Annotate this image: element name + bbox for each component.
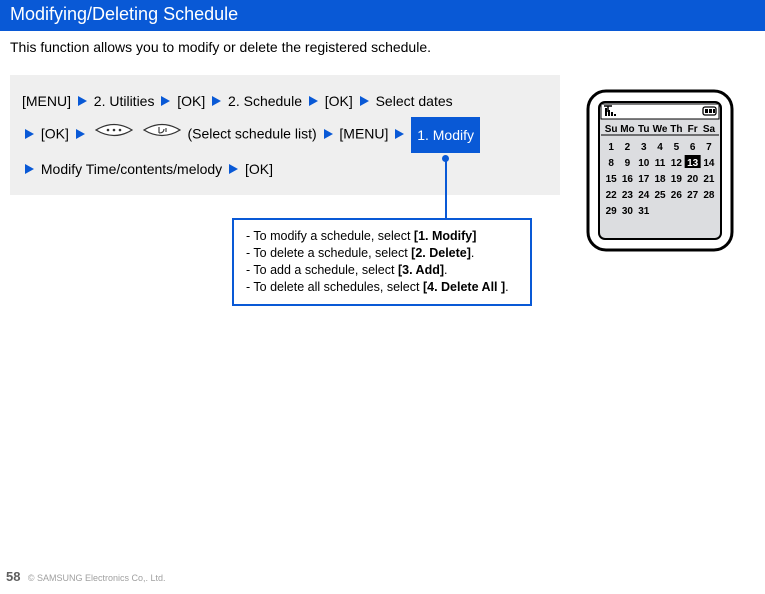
steps-box: [MENU] 2. Utilities [OK] 2. Schedule [OK… bbox=[10, 75, 560, 195]
step-utilities: 2. Utilities bbox=[94, 93, 155, 109]
page-footer: 58 © SAMSUNG Electronics Co,. Ltd. bbox=[6, 569, 165, 584]
svg-text:26: 26 bbox=[671, 190, 683, 201]
intro-text: This function allows you to modify or de… bbox=[0, 31, 765, 75]
arrow-icon bbox=[309, 96, 318, 106]
arrow-icon bbox=[324, 129, 333, 139]
svg-text:22: 22 bbox=[606, 190, 618, 201]
step-menu: [MENU] bbox=[22, 93, 71, 109]
svg-text:18: 18 bbox=[654, 174, 666, 185]
tip-text: - To modify a schedule, select bbox=[246, 229, 414, 243]
step-ok: [OK] bbox=[41, 126, 69, 142]
tip-text: - To delete all schedules, select bbox=[246, 280, 423, 294]
tip-line-4: - To delete all schedules, select [4. De… bbox=[246, 279, 518, 296]
svg-text:9: 9 bbox=[625, 158, 631, 169]
connector-line bbox=[445, 159, 447, 218]
tip-line-3: - To add a schedule, select [3. Add]. bbox=[246, 262, 518, 279]
svg-text:Su: Su bbox=[605, 124, 618, 135]
page-header: Modifying/Deleting Schedule bbox=[0, 0, 765, 31]
svg-text:Fr: Fr bbox=[688, 124, 698, 135]
tip-bold: [2. Delete] bbox=[411, 246, 471, 260]
tip-bold: [1. Modify] bbox=[414, 229, 477, 243]
step-ok: [OK] bbox=[245, 161, 273, 177]
svg-text:4: 4 bbox=[657, 142, 663, 153]
arrow-icon bbox=[161, 96, 170, 106]
phone-screen-calendar: SuMoTuWeThFrSa12345678910111213141516171… bbox=[585, 88, 735, 253]
svg-text:5: 5 bbox=[674, 142, 680, 153]
svg-text:3: 3 bbox=[641, 142, 647, 153]
tip-bold: [4. Delete All ] bbox=[423, 280, 505, 294]
arrow-icon bbox=[212, 96, 221, 106]
arrow-icon bbox=[395, 129, 404, 139]
svg-text:29: 29 bbox=[606, 206, 618, 217]
svg-text:11: 11 bbox=[655, 158, 666, 169]
tip-box: - To modify a schedule, select [1. Modif… bbox=[232, 218, 532, 306]
svg-text:2: 2 bbox=[625, 142, 631, 153]
svg-text:15: 15 bbox=[606, 174, 618, 185]
svg-text:20: 20 bbox=[687, 174, 699, 185]
svg-text:12: 12 bbox=[671, 158, 683, 169]
svg-text:Th: Th bbox=[670, 124, 682, 135]
svg-text:7: 7 bbox=[706, 142, 712, 153]
tip-bold: [3. Add] bbox=[398, 263, 444, 277]
step-selectdates: Select dates bbox=[376, 93, 453, 109]
page-number: 58 bbox=[6, 569, 20, 584]
svg-text:24: 24 bbox=[638, 190, 650, 201]
period: . bbox=[505, 280, 508, 294]
svg-text:19: 19 bbox=[671, 174, 683, 185]
svg-text:16: 16 bbox=[622, 174, 634, 185]
svg-text:Sa: Sa bbox=[703, 124, 716, 135]
svg-text:31: 31 bbox=[638, 206, 650, 217]
svg-text:14: 14 bbox=[703, 158, 715, 169]
tip-text: - To delete a schedule, select bbox=[246, 246, 411, 260]
arrow-icon bbox=[229, 164, 238, 174]
tip-line-2: - To delete a schedule, select [2. Delet… bbox=[246, 245, 518, 262]
svg-text:25: 25 bbox=[654, 190, 666, 201]
arrow-icon bbox=[25, 164, 34, 174]
period: . bbox=[444, 263, 447, 277]
step-highlight-modify: 1. Modify bbox=[411, 117, 480, 153]
svg-text:8: 8 bbox=[608, 158, 614, 169]
svg-text:Mo: Mo bbox=[620, 124, 634, 135]
step-ok: [OK] bbox=[325, 93, 353, 109]
svg-text:17: 17 bbox=[638, 174, 650, 185]
rocker-left-icon bbox=[94, 118, 134, 150]
header-title: Modifying/Deleting Schedule bbox=[10, 4, 238, 24]
svg-text:27: 27 bbox=[687, 190, 699, 201]
svg-text:28: 28 bbox=[703, 190, 715, 201]
tip-text: - To add a schedule, select bbox=[246, 263, 398, 277]
svg-text:6: 6 bbox=[690, 142, 696, 153]
steps-line-2: [OK] (Select schedule list) [MENU] 1. Mo… bbox=[22, 117, 548, 153]
svg-text:10: 10 bbox=[638, 158, 650, 169]
step-modifytime: Modify Time/contents/melody bbox=[41, 161, 222, 177]
svg-text:Tu: Tu bbox=[638, 124, 649, 135]
arrow-icon bbox=[78, 96, 87, 106]
svg-text:23: 23 bbox=[622, 190, 634, 201]
copyright-text: © SAMSUNG Electronics Co,. Ltd. bbox=[28, 573, 166, 583]
step-menu: [MENU] bbox=[339, 126, 388, 142]
svg-text:1: 1 bbox=[608, 142, 614, 153]
svg-text:21: 21 bbox=[703, 174, 715, 185]
steps-line-3: Modify Time/contents/melody [OK] bbox=[22, 153, 548, 185]
highlight-label: 1. Modify bbox=[417, 127, 474, 143]
svg-text:We: We bbox=[653, 124, 668, 135]
step-ok: [OK] bbox=[177, 93, 205, 109]
period: . bbox=[471, 246, 474, 260]
tip-line-1: - To modify a schedule, select [1. Modif… bbox=[246, 228, 518, 245]
step-schedule: 2. Schedule bbox=[228, 93, 302, 109]
rocker-right-icon bbox=[142, 118, 182, 150]
arrow-icon bbox=[76, 129, 85, 139]
arrow-icon bbox=[25, 129, 34, 139]
arrow-icon bbox=[360, 96, 369, 106]
svg-text:30: 30 bbox=[622, 206, 634, 217]
step-selectlist: (Select schedule list) bbox=[187, 126, 316, 142]
steps-line-1: [MENU] 2. Utilities [OK] 2. Schedule [OK… bbox=[22, 85, 548, 117]
svg-text:13: 13 bbox=[687, 158, 699, 169]
